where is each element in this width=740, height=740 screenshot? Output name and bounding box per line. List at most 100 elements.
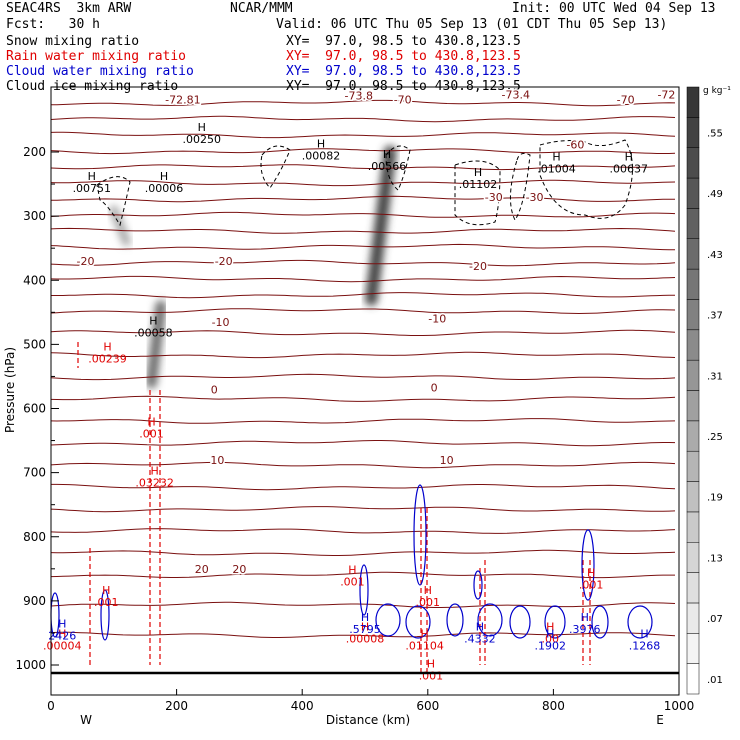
isotherm-line-22 [50,506,676,513]
maximum-marker-9: H [103,340,111,353]
valid-time: Valid: 06 UTC Thu 05 Sep 13 (01 CDT Thu … [276,17,668,32]
temperature-label-18: 20 [195,563,209,576]
colorbar-cell-5 [686,511,700,543]
colorbar-cell-17 [686,147,700,179]
isotherm-line-18 [50,418,676,424]
maximum-label-21: 2426 [48,629,76,642]
maximum-marker-12: H [102,584,110,597]
colorbar-cell-3 [686,572,700,604]
maximum-marker-25: H [581,611,589,624]
snow-contour-5 [539,139,633,219]
isotherm-line-11 [50,275,676,283]
temperature-contours [50,99,676,638]
cloud-water-contour-9 [544,605,566,639]
isotherm-line-10 [50,259,676,267]
maximum-label-22: .5795 [349,623,381,636]
colorbar-label-4: .25 [707,432,723,443]
cloud-water-contour-5 [405,605,431,639]
isotherm-line-13 [50,308,676,315]
y-tick-label-2: 400 [23,273,46,287]
y-tick-label-3: 500 [23,337,46,351]
y-tick-label-6: 800 [23,530,46,544]
maximum-label-19: .01104 [405,640,444,653]
maximum-label-25: .3976 [569,623,601,636]
temperature-label-13: -10 [428,313,446,326]
cloud-water-contour-10 [581,529,595,601]
colorbar-cell-4 [686,542,700,573]
maximum-marker-2: H [198,121,206,134]
ice-plume-1 [364,145,397,306]
isotherm-line-17 [50,395,676,402]
field-cloudwater-name: Cloud water mixing ratio [6,64,194,79]
maximum-marker-24: H [546,628,554,641]
rain-contours [77,342,591,672]
maximum-label-7: .00637 [610,163,649,176]
maximum-marker-8: H [149,315,157,328]
temperature-label-14: 0 [211,383,218,396]
colorbar-label-6: .37 [707,311,723,322]
cloud-ice-shading [109,145,623,389]
contour-labels: -72.81 -73.8 -73.4 -72 -70 -70 -60 -30 -30 -20 -20… [43,87,677,683]
temperature-label-17: 10 [440,454,454,467]
colorbar-cell-19 [686,86,700,118]
isotherm-line-2 [50,131,676,139]
east-label: E [656,713,664,727]
colorbar-cell-1 [686,633,700,664]
snow-contours [96,139,633,227]
isotherm-line-19 [50,440,676,447]
center-title: NCAR/MMM [230,1,293,16]
maximum-label-24: .1902 [535,640,567,653]
y-axis-label: Pressure (hPa) [3,347,17,433]
isotherm-line-7 [50,211,676,218]
isotherm-line-8 [50,227,676,234]
cloud-water-contour-11 [591,605,609,639]
colorbar-cell-6 [686,481,700,513]
colorbar-cell-12 [686,299,700,331]
x-tick-label-4: 800 [542,699,565,713]
maximum-label-11: .03232 [135,477,174,490]
maximum-label-6: .01004 [537,163,576,176]
maximum-marker-0: H [88,170,96,183]
colorbar-cell-18 [686,117,700,148]
temperature-label-3: -72 [657,88,675,101]
colorbar-cell-14 [686,238,700,270]
temperature-label-12: -10 [212,316,230,329]
colorbar-label-8: .49 [707,189,723,200]
maximum-label-0: .00751 [73,182,112,195]
temperature-label-9: -20 [77,255,95,268]
field-rain-name: Rain water mixing ratio [6,49,187,64]
x-tick-label-1: 200 [165,699,188,713]
plot-frame [50,86,680,696]
cloud-water-contours [50,484,653,641]
x-tick-label-2: 400 [291,699,314,713]
isotherm-line-15 [50,351,676,359]
colorbar-label-7: .43 [707,250,723,261]
isotherm-line-3 [50,148,676,155]
maximum-marker-11: H [150,465,158,478]
cloud-water-contour-13 [473,570,483,600]
colorbar-unit: g kg⁻¹ [703,86,731,96]
temperature-label-15: 0 [431,381,438,394]
colorbar-label-2: .13 [707,553,723,564]
maximum-label-8: .00058 [134,327,173,340]
x-tick-label-5: 1000 [664,699,695,713]
maximum-label-23: .4332 [464,633,496,646]
temperature-label-2: -73.4 [501,88,529,101]
ice-plume-2 [145,300,167,389]
isotherm-line-21 [51,483,676,491]
cloud-water-contour-7 [477,603,503,637]
model-title: SEAC4RS 3km ARW [6,1,132,16]
field-cloudwater-xy: XY= 97.0, 98.5 to 430.8,123.5 [286,64,521,79]
isotherm-line-16 [50,373,676,381]
maximum-marker-21: H [58,617,66,630]
snow-contour-3 [454,160,501,226]
maximum-marker-7: H [625,151,633,164]
cloud-water-contour-1 [100,589,110,641]
y-tick-label-5: 700 [23,466,46,480]
isotherm-line-14 [50,329,676,336]
isotherm-line-27 [50,631,676,638]
colorbar-cell-2 [686,602,700,634]
isotherm-line-5 [50,179,676,187]
isotherm-line-23 [50,528,676,534]
